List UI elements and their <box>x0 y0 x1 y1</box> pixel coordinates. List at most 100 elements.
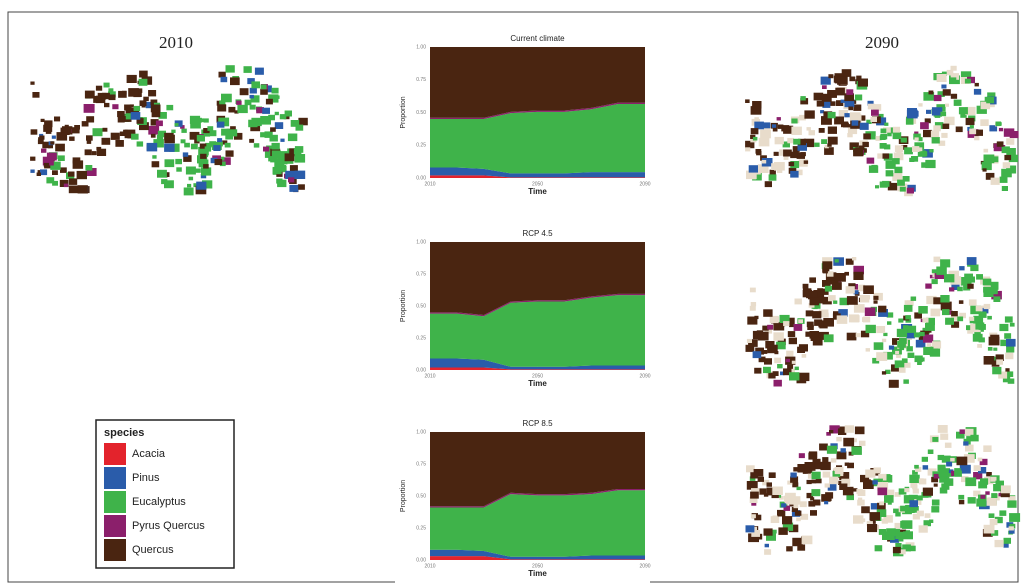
map-patch <box>764 549 772 555</box>
map-patch <box>986 97 995 104</box>
map-patch <box>43 124 53 132</box>
map-patch <box>931 137 940 144</box>
map-patch <box>860 330 870 338</box>
map-patch <box>990 177 1000 185</box>
map-patch <box>951 283 960 290</box>
map-patch <box>1008 154 1018 163</box>
map-patch <box>987 315 992 320</box>
map-patch <box>944 274 955 283</box>
map-patch <box>1006 148 1016 156</box>
map-patch <box>995 480 1004 488</box>
map-patch <box>835 273 846 282</box>
map-patch <box>277 179 287 188</box>
map-patch <box>944 442 952 448</box>
map-patch <box>905 118 914 125</box>
map-patch <box>867 524 878 533</box>
map-patch <box>894 522 902 529</box>
map-patch <box>50 141 55 145</box>
map-patch <box>820 461 831 471</box>
map-patch <box>795 169 803 176</box>
map-patch <box>975 322 985 330</box>
map-patch <box>865 324 876 334</box>
map-patch <box>190 143 198 150</box>
map-patch <box>851 446 862 455</box>
map-patch <box>254 67 264 75</box>
map-patch <box>895 350 900 355</box>
map-patch <box>975 305 983 312</box>
map-patch <box>941 455 951 463</box>
map-patch <box>783 156 789 160</box>
map-patch <box>251 81 260 89</box>
map-patch <box>985 172 995 180</box>
map-patch <box>950 314 959 321</box>
y-tick-label: 0.75 <box>416 461 426 467</box>
map-patch <box>915 466 922 472</box>
map-patch <box>937 425 948 433</box>
map-patch <box>794 510 802 516</box>
map-patch <box>852 257 857 261</box>
map-patch <box>869 512 880 521</box>
legend-label: Eucalyptus <box>132 496 186 508</box>
map-patch <box>788 524 799 533</box>
map-patch <box>803 138 815 148</box>
map-patch <box>885 369 891 374</box>
map-patch <box>933 473 940 479</box>
map-patch <box>40 118 45 122</box>
map-patch <box>888 345 895 350</box>
map-patch <box>250 123 261 132</box>
map-patch <box>903 495 915 504</box>
map-patch <box>940 301 952 311</box>
map-patch <box>906 331 915 339</box>
map-patch <box>882 153 890 159</box>
map-patch <box>828 74 834 79</box>
map-patch <box>906 187 914 194</box>
map-patch <box>43 162 50 168</box>
map-patch <box>844 113 850 118</box>
map-patch <box>260 84 267 90</box>
map-patch <box>183 155 192 162</box>
map-patch <box>821 494 831 502</box>
map-patch <box>804 110 815 119</box>
map-patch <box>875 185 879 189</box>
map-patch <box>991 290 1002 300</box>
map-patch <box>86 140 92 144</box>
map-patch <box>920 122 929 130</box>
map-patch <box>746 481 758 490</box>
y-tick-label: 0.50 <box>416 303 426 309</box>
map-patch <box>914 312 922 319</box>
map-patch <box>1003 128 1015 137</box>
map-patch <box>249 94 254 99</box>
map-patch <box>41 148 47 153</box>
map-patch <box>902 544 911 552</box>
map-patch <box>903 304 913 312</box>
map-patch <box>202 180 213 189</box>
map-patch <box>897 340 906 348</box>
map-patch <box>263 146 270 152</box>
map-patch <box>791 118 798 124</box>
map-patch <box>931 279 938 285</box>
map-patch <box>30 156 36 161</box>
map-patch <box>909 500 918 508</box>
map-patch <box>857 489 866 496</box>
area <box>430 432 645 507</box>
map-patch <box>250 95 260 103</box>
map-patch <box>845 258 854 265</box>
map-patch <box>829 101 836 106</box>
map-patch <box>745 140 755 149</box>
map-patch <box>287 133 298 142</box>
map-patch <box>886 528 896 536</box>
map-patch <box>748 165 758 173</box>
map-patch <box>209 141 217 147</box>
map-patch <box>822 269 828 274</box>
map-patch <box>68 171 75 177</box>
map-patch <box>757 331 769 341</box>
map-patch <box>917 147 923 152</box>
map-patch <box>927 468 937 476</box>
map-patch <box>927 449 934 454</box>
map-patch <box>851 114 862 123</box>
map-patch <box>932 341 942 349</box>
map-patch <box>867 103 875 110</box>
map-patch <box>959 266 965 271</box>
map-patch <box>961 476 969 483</box>
map-patch <box>228 106 236 113</box>
